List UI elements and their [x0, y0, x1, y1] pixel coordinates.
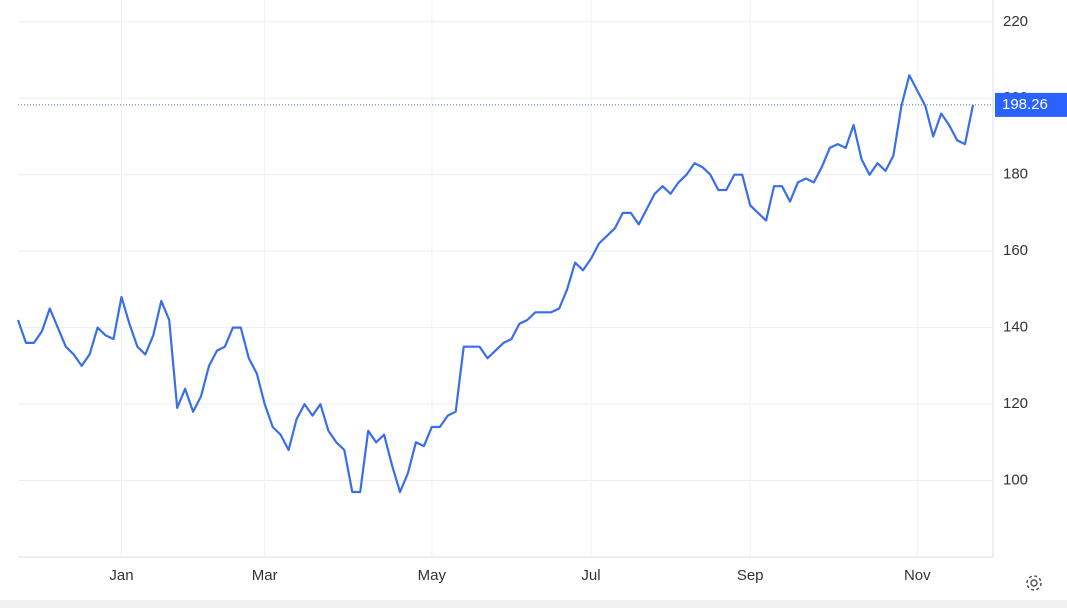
- y-tick-label: 180: [1003, 166, 1028, 183]
- x-tick-label: Nov: [904, 567, 931, 584]
- x-tick-label: Sep: [737, 567, 764, 584]
- y-tick-label: 220: [1003, 13, 1028, 30]
- x-tick-label: Jul: [581, 567, 600, 584]
- y-tick-label: 140: [1003, 319, 1028, 336]
- footer-strip: [0, 600, 1067, 608]
- x-tick-label: Mar: [252, 567, 278, 584]
- x-tick-label: Jan: [109, 567, 133, 584]
- y-tick-label: 120: [1003, 395, 1028, 412]
- price-line: [16, 74, 975, 494]
- last-price-label: 198.26: [1002, 96, 1048, 113]
- settings-icon[interactable]: [1026, 575, 1042, 591]
- plot: 100120140160180200220JanMarMayJulSepNov1…: [16, 0, 1067, 584]
- last-price-box: [995, 92, 1067, 117]
- gear-outer: [1026, 575, 1042, 591]
- x-tick-label: May: [418, 567, 447, 584]
- y-tick-label: 100: [1003, 472, 1028, 489]
- y-tick-label: 160: [1003, 242, 1028, 259]
- gear-inner: [1030, 579, 1038, 587]
